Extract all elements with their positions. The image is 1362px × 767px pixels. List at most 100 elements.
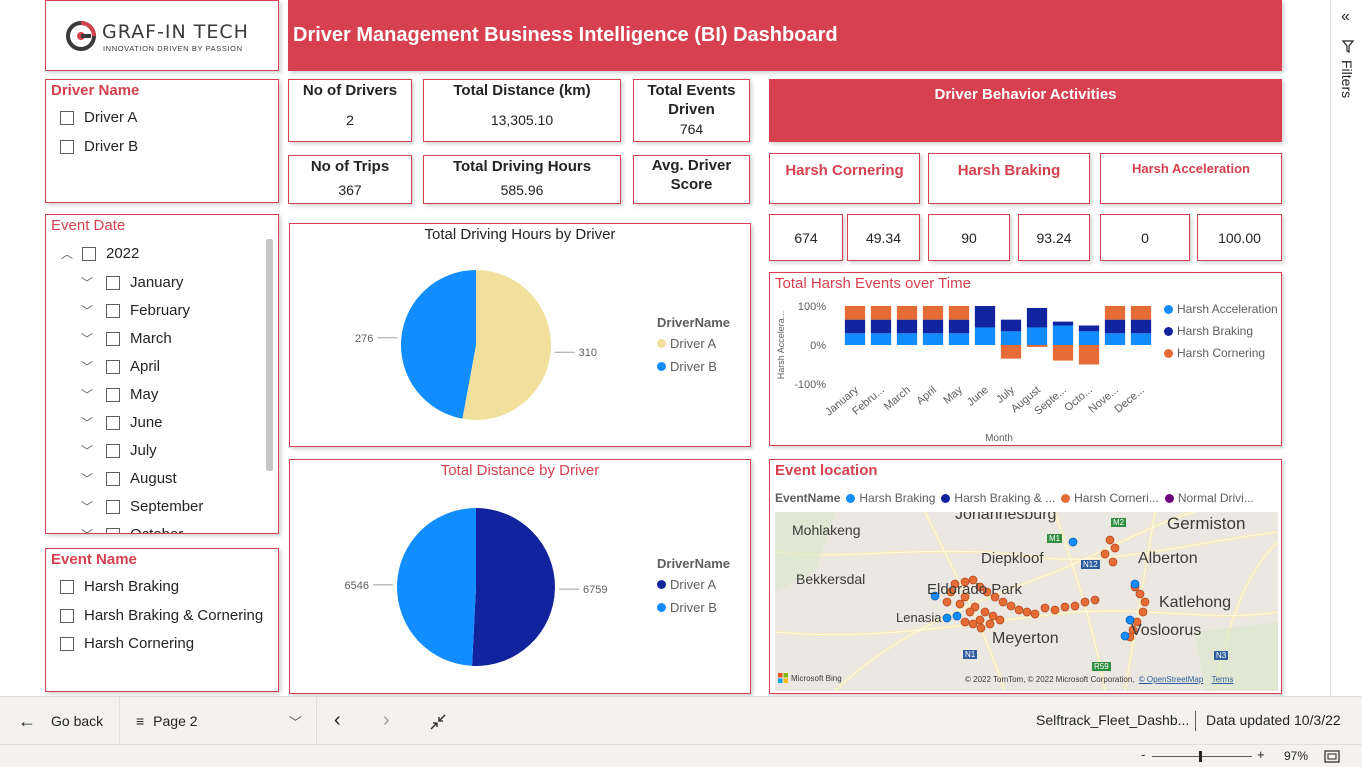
map-marker[interactable] <box>990 592 1000 602</box>
month-node[interactable]: ﹀ August <box>80 470 177 487</box>
month-node[interactable]: ﹀ February <box>80 302 190 319</box>
checkbox-icon[interactable] <box>106 415 120 430</box>
month-node[interactable]: ﹀ September <box>80 498 203 515</box>
pie-slice[interactable] <box>397 508 476 666</box>
next-page-button[interactable]: › <box>383 709 390 731</box>
map-marker[interactable] <box>1070 601 1080 611</box>
map-marker[interactable] <box>1068 537 1078 547</box>
bar-segment[interactable] <box>1104 306 1126 320</box>
map-marker[interactable] <box>1120 631 1130 641</box>
map-legend-label[interactable]: Harsh Corneri... <box>1074 491 1159 505</box>
map-marker[interactable] <box>946 587 956 597</box>
chevron-down-icon[interactable]: ﹀ <box>80 471 93 486</box>
fit-to-page-icon[interactable] <box>430 714 446 730</box>
map-marker[interactable] <box>1040 603 1050 613</box>
legend-item[interactable]: Driver A <box>657 577 730 592</box>
map-marker[interactable] <box>1050 605 1060 615</box>
legend-item[interactable]: Harsh Cornering <box>1164 346 1278 360</box>
map-marker[interactable] <box>960 617 970 627</box>
bar-segment[interactable] <box>948 319 970 334</box>
month-node[interactable]: ﹀ June <box>80 414 163 431</box>
driver-option[interactable]: Driver A <box>60 109 137 126</box>
map-marker[interactable] <box>1060 602 1070 612</box>
map-marker[interactable] <box>988 611 998 621</box>
chevron-down-icon[interactable]: ﹀ <box>80 387 93 402</box>
map-marker[interactable] <box>1105 535 1115 545</box>
checkbox-icon[interactable] <box>106 443 120 458</box>
bar-segment[interactable] <box>922 319 944 334</box>
legend-item[interactable]: Harsh Acceleration <box>1164 302 1278 316</box>
page-selector[interactable]: ≡ Page 2 ﹀ <box>136 697 302 745</box>
checkbox-icon[interactable] <box>106 387 120 402</box>
map-legend-label[interactable]: Harsh Braking <box>859 491 936 505</box>
map-marker[interactable] <box>1030 609 1040 619</box>
map-marker[interactable] <box>980 607 990 617</box>
collapse-filters-icon[interactable]: « <box>1341 8 1350 25</box>
pie-slice[interactable] <box>400 270 476 419</box>
checkbox-icon[interactable] <box>60 636 74 651</box>
year-node[interactable]: ︿ 2022 <box>60 245 139 262</box>
checkbox-icon[interactable] <box>106 471 120 486</box>
bar-segment[interactable] <box>844 306 866 320</box>
map-marker[interactable] <box>975 615 985 625</box>
map-marker[interactable] <box>1080 597 1090 607</box>
map-marker[interactable] <box>968 575 978 585</box>
checkbox-icon[interactable] <box>106 359 120 374</box>
map-marker[interactable] <box>982 587 992 597</box>
map-canvas[interactable]: Johannesburg Germiston Mohlakeng Diepklo… <box>775 512 1278 691</box>
bar-segment[interactable] <box>844 319 866 334</box>
pie-slice[interactable] <box>472 508 556 666</box>
terms-link[interactable]: Terms <box>1211 675 1234 684</box>
chevron-down-icon[interactable]: ﹀ <box>80 415 93 430</box>
chevron-down-icon[interactable]: ﹀ <box>80 499 93 514</box>
bar-segment[interactable] <box>948 306 970 320</box>
map-marker[interactable] <box>1140 597 1150 607</box>
bar-segment[interactable] <box>1104 319 1126 334</box>
map-marker[interactable] <box>942 613 952 623</box>
bar-segment[interactable] <box>1000 319 1022 332</box>
chevron-down-icon[interactable]: ﹀ <box>80 331 93 346</box>
bar-segment[interactable] <box>1130 319 1152 334</box>
map-marker[interactable] <box>1022 607 1032 617</box>
bar-segment[interactable] <box>974 327 996 345</box>
map-marker[interactable] <box>968 619 978 629</box>
legend-item[interactable]: Driver A <box>657 336 730 351</box>
month-node[interactable]: ﹀ March <box>80 330 172 347</box>
bar-segment[interactable] <box>1078 325 1100 332</box>
bar-segment[interactable] <box>1104 333 1126 345</box>
bar-segment[interactable] <box>1130 306 1152 320</box>
pie-slice[interactable] <box>462 270 551 420</box>
map-marker[interactable] <box>1135 589 1145 599</box>
bar-segment[interactable] <box>974 306 996 328</box>
map-marker[interactable] <box>985 619 995 629</box>
chevron-down-icon[interactable]: ﹀ <box>80 275 93 290</box>
map-marker[interactable] <box>952 611 962 621</box>
bar-segment[interactable] <box>1026 345 1048 347</box>
map-marker[interactable] <box>998 597 1008 607</box>
checkbox-icon[interactable] <box>106 275 120 290</box>
legend-item[interactable]: Driver B <box>657 359 730 374</box>
map-marker[interactable] <box>975 582 985 592</box>
legend-item[interactable]: Harsh Braking <box>1164 324 1278 338</box>
map-marker[interactable] <box>950 579 960 589</box>
bar-segment[interactable] <box>1130 333 1152 345</box>
checkbox-icon[interactable] <box>106 303 120 318</box>
checkbox-icon[interactable] <box>60 110 74 125</box>
checkbox-icon[interactable] <box>82 246 96 261</box>
go-back-button[interactable]: ← Go back <box>18 697 103 745</box>
bar-segment[interactable] <box>896 319 918 334</box>
chevron-up-icon[interactable]: ︿ <box>60 246 73 261</box>
previous-page-button[interactable]: ‹ <box>334 709 341 731</box>
zoom-in-button[interactable]: + <box>1257 747 1265 762</box>
map-marker[interactable] <box>1138 607 1148 617</box>
month-node[interactable]: ﹀ January <box>80 274 183 291</box>
chevron-down-icon[interactable]: ﹀ <box>80 303 93 318</box>
month-node[interactable]: ﹀ July <box>80 442 157 459</box>
map-marker[interactable] <box>960 592 970 602</box>
chevron-down-icon[interactable]: ﹀ <box>80 528 94 534</box>
map-marker[interactable] <box>1108 557 1118 567</box>
bar-segment[interactable] <box>1078 331 1100 345</box>
map-marker[interactable] <box>1110 543 1120 553</box>
checkbox-icon[interactable] <box>60 579 74 594</box>
osm-link[interactable]: © OpenStreetMap <box>1138 675 1204 684</box>
